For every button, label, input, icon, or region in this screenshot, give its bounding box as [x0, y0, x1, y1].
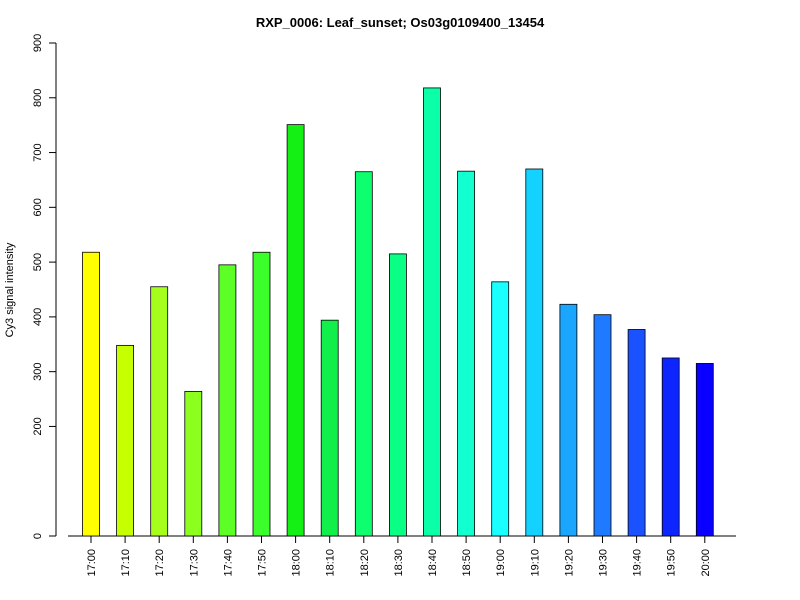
x-tick-label: 19:50 — [666, 549, 678, 577]
bar-2000 — [695, 363, 714, 537]
bar-1840 — [423, 87, 441, 537]
x-tick-label: 18:20 — [359, 549, 371, 577]
bar-1810 — [320, 319, 339, 537]
y-tick-label: 600 — [32, 198, 44, 216]
x-tick-label: 17:50 — [257, 549, 269, 577]
y-tick-label: 900 — [32, 34, 44, 52]
x-tick-label: 19:20 — [563, 549, 575, 577]
bar-1910 — [525, 168, 544, 537]
x-tick-label: 17:20 — [154, 549, 166, 577]
x-tick-label: 17:40 — [222, 549, 234, 577]
x-tick-label: 19:10 — [529, 549, 541, 577]
y-tick-label: 300 — [32, 362, 44, 380]
x-tick-label: 18:50 — [461, 549, 473, 577]
x-tick-label: 17:10 — [120, 549, 132, 577]
y-tick-label: 400 — [32, 308, 44, 326]
x-tick-label: 17:00 — [86, 549, 98, 577]
x-axis-tick-labels: 17:00 17:10 17:20 17:30 17:40 17:50 18:00 18:10… — [86, 536, 712, 577]
bars-group — [82, 87, 714, 537]
chart-title: RXP_0006: Leaf_sunset; Os03g0109400_1345… — [256, 15, 545, 30]
y-tick-label: 500 — [32, 253, 44, 271]
x-tick-label: 19:30 — [598, 549, 610, 577]
bar-1950 — [661, 357, 680, 537]
bar-1710 — [116, 344, 134, 537]
y-tick-label: 700 — [32, 143, 44, 161]
bar-1720 — [150, 286, 169, 537]
y-tick-label: 200 — [32, 417, 44, 435]
bar-1900 — [491, 281, 510, 537]
x-tick-label: 18:00 — [291, 549, 303, 577]
x-tick-label: 20:00 — [700, 549, 712, 577]
bar-1920 — [559, 303, 578, 537]
bar-1730 — [184, 390, 203, 537]
x-tick-label: 17:30 — [188, 549, 200, 577]
bar-1930 — [593, 314, 612, 537]
bar-1750 — [252, 251, 271, 537]
y-tick-label: 0 — [32, 533, 44, 539]
x-tick-label: 18:30 — [393, 549, 405, 577]
x-tick-label: 18:10 — [325, 549, 337, 577]
bar-1700 — [82, 251, 100, 537]
bar-1830 — [388, 253, 407, 537]
bar-1850 — [457, 170, 476, 537]
bar-1820 — [354, 171, 373, 537]
x-tick-label: 19:00 — [495, 549, 507, 577]
y-axis-ticks: 0 200 300 400 500 600 700 800 900 — [32, 34, 56, 539]
y-tick-label: 800 — [32, 89, 44, 107]
bar-1800 — [286, 124, 305, 537]
bar-1940 — [627, 329, 646, 537]
bar-1740 — [218, 264, 237, 537]
x-tick-label: 19:40 — [632, 549, 644, 577]
y-axis-label: Cy3 signal intensity — [4, 242, 16, 337]
x-tick-label: 18:40 — [427, 549, 439, 577]
